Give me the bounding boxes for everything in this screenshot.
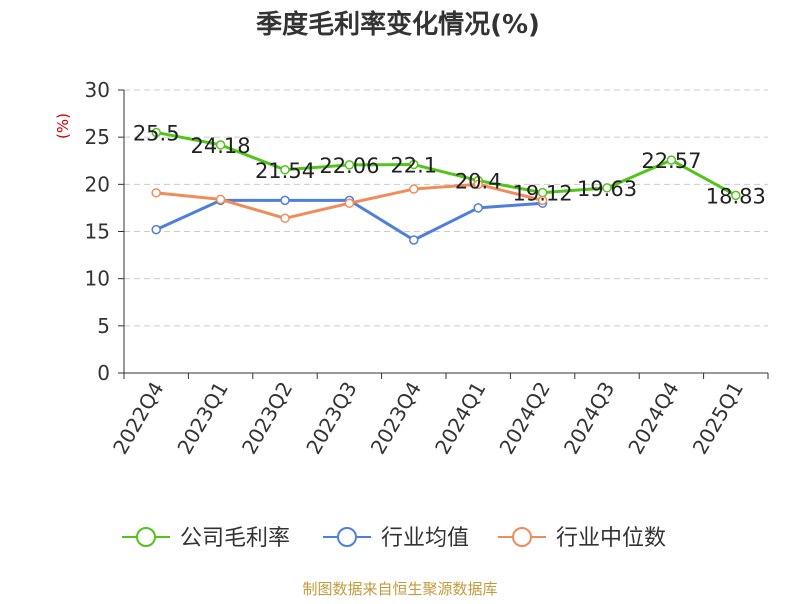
- y-tick-label: 25: [85, 125, 110, 149]
- y-axis-label: (%): [54, 113, 72, 139]
- legend-item: 行业均值: [323, 526, 469, 551]
- legend: 公司毛利率 行业均值 行业中位数: [122, 526, 666, 551]
- source-note: 制图数据来自恒生聚源数据库: [302, 580, 498, 598]
- legend-label: 行业中位数: [556, 526, 666, 551]
- x-tick-label: 2024Q1: [430, 378, 490, 459]
- data-point: [280, 195, 290, 206]
- data-point: [344, 198, 355, 208]
- y-tick-label: 15: [85, 220, 110, 244]
- legend-label: 公司毛利率: [180, 526, 290, 551]
- x-tick-label: 2023Q4: [366, 378, 426, 459]
- data-point: [602, 183, 612, 193]
- data-point: [280, 213, 290, 224]
- data-point: [409, 235, 419, 245]
- legend-item: 公司毛利率: [122, 526, 290, 551]
- x-tick-label: 2023Q3: [301, 378, 361, 459]
- axes: 0 5 10 15 20 25 30 2022Q4 2023Q1 2023Q2 2023Q3 2023…: [85, 78, 769, 459]
- y-tick-label: 30: [85, 78, 110, 102]
- data-label: 21.54: [255, 159, 315, 183]
- data-point: [215, 140, 226, 150]
- data-label: 19.12: [513, 182, 573, 206]
- x-tick-label: 2024Q2: [494, 378, 554, 459]
- data-point: [409, 184, 419, 194]
- y-tick-label: 20: [85, 172, 110, 196]
- data-point: [409, 159, 419, 170]
- data-point: [151, 127, 161, 138]
- data-label: 22.06: [319, 154, 379, 178]
- data-label: 22.57: [641, 149, 701, 173]
- y-tick-label: 0: [97, 361, 110, 385]
- data-point: [280, 165, 290, 175]
- x-tick-label: 2023Q2: [237, 378, 297, 459]
- data-label: 24.18: [191, 134, 251, 158]
- data-point: [537, 195, 548, 206]
- legend-swatch-marker: [136, 527, 156, 547]
- data-label: 20.4: [455, 170, 502, 194]
- data-point: [473, 203, 483, 213]
- x-tick-label: 2025Q1: [688, 378, 748, 459]
- x-tick-label: 2022Q4: [108, 378, 168, 459]
- legend-label: 行业均值: [381, 526, 469, 551]
- data-point: [666, 155, 677, 165]
- legend-swatch-marker: [512, 527, 532, 547]
- legend-item: 行业中位数: [498, 526, 666, 551]
- data-label: 18.83: [706, 184, 766, 208]
- x-tick-label: 2024Q4: [623, 378, 683, 459]
- data-label: 19.63: [577, 177, 637, 201]
- series: [151, 127, 741, 245]
- y-tick-label: 10: [85, 267, 110, 291]
- data-point: [731, 190, 741, 201]
- y-tick-label: 5: [97, 314, 110, 338]
- x-tick-label: 2023Q1: [172, 378, 232, 459]
- chart-title: 季度毛利率变化情况(%): [256, 9, 540, 40]
- data-label: 25.5: [133, 121, 180, 145]
- data-point: [151, 188, 161, 198]
- data-point: [344, 160, 355, 170]
- legend-swatch-marker: [337, 527, 357, 547]
- x-tick-label: 2024Q3: [559, 378, 619, 459]
- data-point: [473, 179, 483, 190]
- gridlines: [124, 89, 768, 327]
- data-point: [215, 194, 226, 205]
- series-line: [155, 130, 737, 197]
- data-point: [151, 224, 161, 235]
- data-label: 22.1: [390, 154, 437, 178]
